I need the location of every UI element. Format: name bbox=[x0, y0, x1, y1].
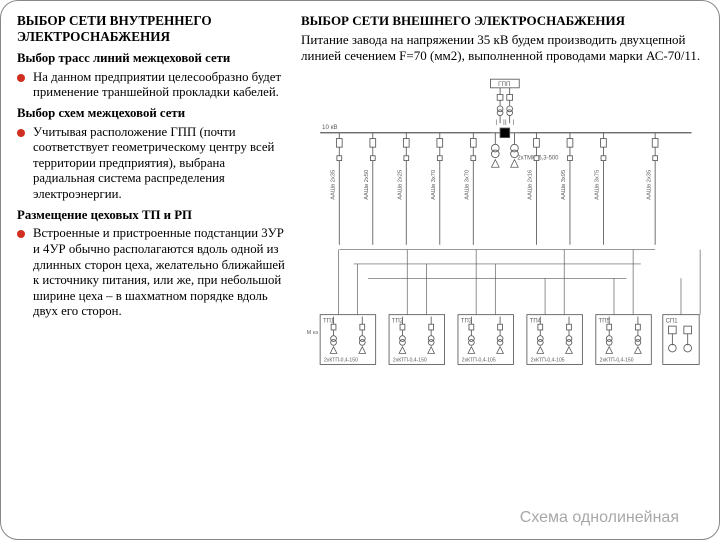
svg-text:ТП2: ТП2 bbox=[392, 318, 403, 324]
left-section1-list: На данном предприятии целесообразно буде… bbox=[17, 70, 287, 101]
columns: ВЫБОР СЕТИ ВНУТРЕННЕГО ЭЛЕКТРОСНАБЖЕНИЯ … bbox=[17, 13, 703, 531]
right-column: ВЫБОР СЕТИ ВНЕШНЕГО ЭЛЕКТРОСНАБЖЕНИЯ Пит… bbox=[301, 13, 703, 531]
svg-text:ААШв 3х70: ААШв 3х70 bbox=[465, 169, 471, 199]
left-section2-title: Выбор схем межцеховой сети bbox=[17, 106, 287, 122]
left-section1-title: Выбор трасс линий межцеховой сети bbox=[17, 51, 287, 67]
svg-text:ТП1: ТП1 bbox=[323, 318, 334, 324]
left-section2-list: Учитывая расположение ГПП (почти соответ… bbox=[17, 125, 287, 203]
svg-text:ААШв 2х25: ААШв 2х25 bbox=[398, 169, 404, 199]
left-section3-title: Размещение цеховых ТП и РП bbox=[17, 208, 287, 224]
svg-text:ААШв 3х95: ААШв 3х95 bbox=[561, 169, 567, 199]
bullet-item: Учитывая расположение ГПП (почти соответ… bbox=[17, 125, 287, 203]
diagram-caption: Схема однолинейная bbox=[520, 509, 679, 527]
right-heading: ВЫБОР СЕТИ ВНЕШНЕГО ЭЛЕКТРОСНАБЖЕНИЯ bbox=[301, 13, 703, 29]
svg-text:СП1: СП1 bbox=[666, 318, 678, 324]
svg-text:ААШв 3х70: ААШв 3х70 bbox=[431, 169, 437, 199]
svg-text:ГПП: ГПП bbox=[498, 80, 510, 87]
svg-text:ААШв 2х35: ААШв 2х35 bbox=[646, 169, 652, 199]
bullet-item: Встроенные и пристроенные подстанции 3УР… bbox=[17, 226, 287, 320]
left-heading: ВЫБОР СЕТИ ВНУТРЕННЕГО ЭЛЕКТРОСНАБЖЕНИЯ bbox=[17, 13, 287, 45]
svg-text:М нэ: М нэ bbox=[307, 329, 319, 335]
svg-text:ТП5: ТП5 bbox=[599, 318, 611, 324]
svg-text:ААШв 2х35: ААШв 2х35 bbox=[331, 169, 337, 199]
single-line-diagram: ГПП10 кВ2хТМН-6,3-500ААШв 2х35ААШв 2х50А… bbox=[301, 70, 703, 410]
svg-text:ААШв 2х50: ААШв 2х50 bbox=[364, 169, 370, 199]
svg-text:2хКТП-0,4-150: 2хКТП-0,4-150 bbox=[324, 357, 358, 363]
svg-text:2хКТП-0,4-105: 2хКТП-0,4-105 bbox=[462, 357, 496, 363]
slide: ВЫБОР СЕТИ ВНУТРЕННЕГО ЭЛЕКТРОСНАБЖЕНИЯ … bbox=[0, 0, 720, 540]
left-column: ВЫБОР СЕТИ ВНУТРЕННЕГО ЭЛЕКТРОСНАБЖЕНИЯ … bbox=[17, 13, 287, 531]
svg-text:ААШв 2х16: ААШв 2х16 bbox=[528, 169, 534, 199]
svg-text:ТП4: ТП4 bbox=[530, 318, 542, 324]
svg-text:ААШв 3х75: ААШв 3х75 bbox=[595, 169, 601, 199]
svg-text:10 кВ: 10 кВ bbox=[322, 124, 338, 131]
svg-text:2хКТП-0,4-150: 2хКТП-0,4-150 bbox=[393, 357, 427, 363]
svg-text:2хКТП-0,4-105: 2хКТП-0,4-105 bbox=[531, 357, 565, 363]
right-paragraph: Питание завода на напряжении 35 кВ будем… bbox=[301, 32, 703, 64]
bullet-item: На данном предприятии целесообразно буде… bbox=[17, 70, 287, 101]
svg-text:2хКТП-0,4-150: 2хКТП-0,4-150 bbox=[600, 357, 634, 363]
left-section3-list: Встроенные и пристроенные подстанции 3УР… bbox=[17, 226, 287, 320]
svg-text:ТП3: ТП3 bbox=[461, 318, 473, 324]
